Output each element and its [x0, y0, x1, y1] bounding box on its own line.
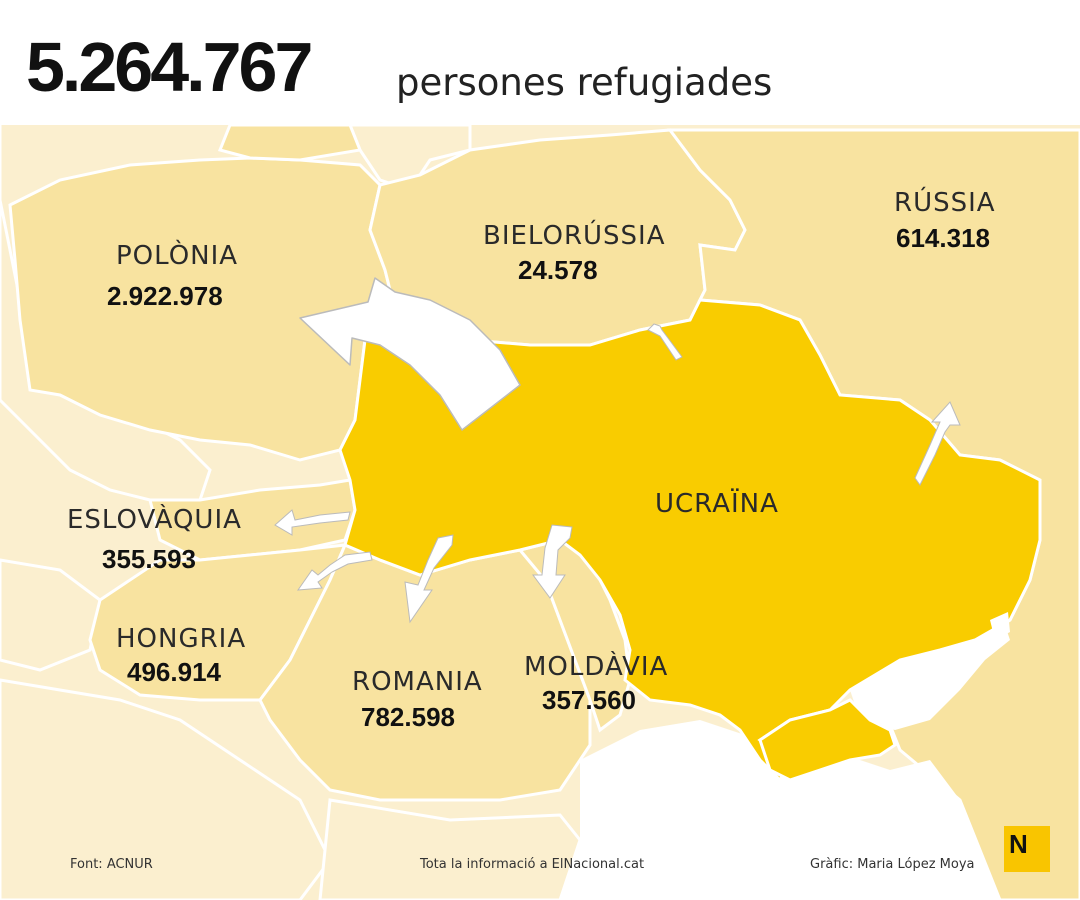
label-polonia: POLÒNIA — [116, 241, 239, 271]
value-hongria: 496.914 — [127, 657, 221, 687]
label-hongria: HONGRIA — [116, 624, 247, 654]
footer-info: Tota la informació a ElNacional.cat — [420, 857, 645, 872]
arrow-to-russia — [914, 401, 961, 486]
label-ucraina: UCRAÏNA — [655, 489, 779, 519]
label-bielorussia: BIELORÚSSIA — [483, 221, 666, 251]
value-russia: 614.318 — [896, 223, 990, 253]
header: 5.264.767 persones refugiades — [0, 0, 1080, 125]
arrow-to-poland — [299, 277, 521, 431]
footer-credit: Gràfic: Maria López Moya — [810, 857, 975, 872]
value-moldavia: 357.560 — [542, 685, 636, 715]
arrow-to-moldova — [532, 524, 573, 599]
region-crimea — [758, 698, 897, 782]
sea-of-azov — [850, 625, 1010, 730]
refugee-subtitle: persones refugiades — [396, 61, 773, 104]
value-polonia: 2.922.978 — [107, 281, 223, 311]
label-romania: ROMANIA — [352, 667, 483, 697]
arrow-to-slovakia — [274, 509, 351, 536]
footer-source: Font: ACNUR — [70, 857, 153, 872]
label-russia: RÚSSIA — [894, 188, 996, 218]
logo-letter: N — [1009, 829, 1028, 859]
arrow-to-belarus — [647, 323, 683, 361]
refugee-total: 5.264.767 — [26, 28, 313, 106]
elnacional-logo: N — [1004, 826, 1050, 872]
arrow-to-hungary — [296, 551, 373, 591]
label-moldavia: MOLDÀVIA — [524, 652, 669, 682]
region-balkans — [0, 678, 332, 900]
region-austria — [0, 558, 102, 672]
black-sea — [560, 720, 1000, 900]
arrow-to-romania — [404, 534, 454, 624]
value-eslovaquia: 355.593 — [102, 544, 196, 574]
value-bielorussia: 24.578 — [518, 255, 598, 285]
value-romania: 782.598 — [361, 702, 455, 732]
kerch-spit — [990, 612, 1010, 640]
region-kaliningrad — [217, 123, 363, 162]
label-eslovaquia: ESLOVÀQUIA — [67, 505, 242, 535]
